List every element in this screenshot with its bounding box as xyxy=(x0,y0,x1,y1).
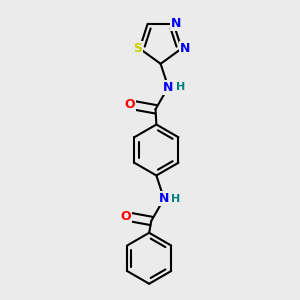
Text: O: O xyxy=(121,210,131,223)
Text: N: N xyxy=(170,16,181,29)
Text: N: N xyxy=(163,81,173,94)
Text: S: S xyxy=(133,42,142,55)
Text: O: O xyxy=(125,98,135,112)
Text: N: N xyxy=(159,192,169,205)
Text: H: H xyxy=(176,82,185,92)
Text: N: N xyxy=(180,42,190,55)
Text: H: H xyxy=(171,194,181,204)
